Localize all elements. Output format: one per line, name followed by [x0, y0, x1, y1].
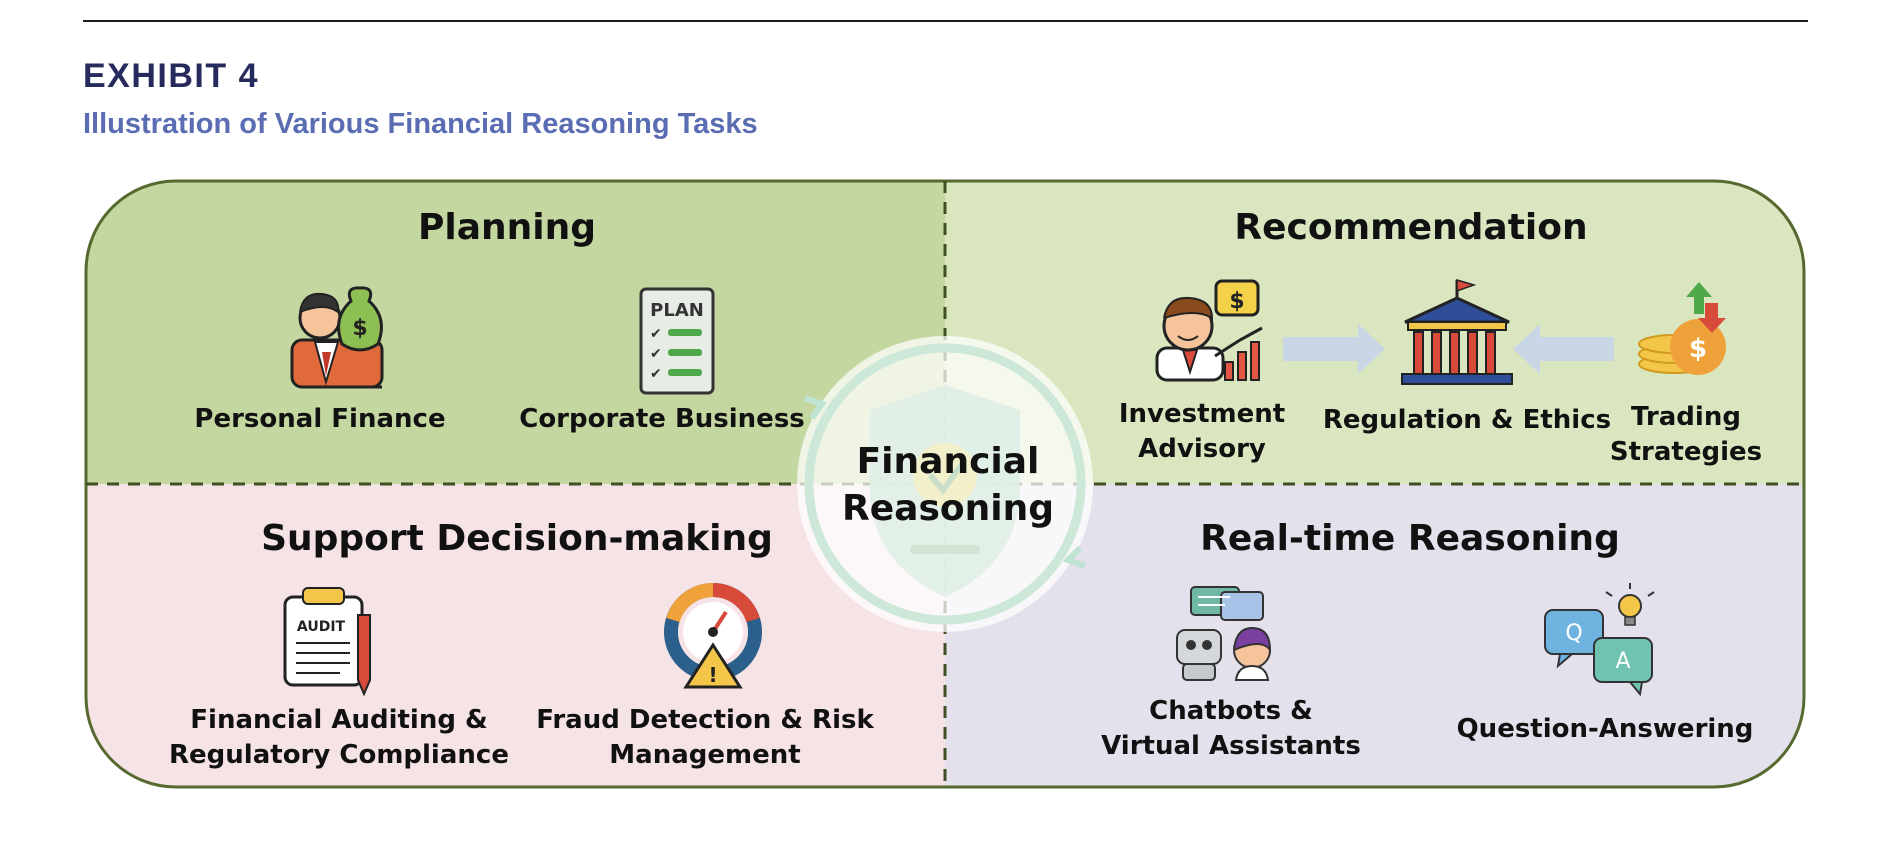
cycle-arrow-icon: [1062, 545, 1086, 569]
risk-gauge-warning-icon: !: [664, 583, 762, 689]
personal-finance-label: Personal Finance: [194, 404, 445, 434]
bank-building-icon: [1401, 278, 1513, 385]
chatbot-assistant-icon: [1176, 586, 1272, 681]
question-answering-label: Question-Answering: [1457, 714, 1754, 744]
plan-checklist-icon: PLAN ✔ ✔ ✔: [639, 287, 715, 395]
exhibit-subtitle: Illustration of Various Financial Reason…: [83, 108, 758, 140]
financial-auditing-label-line2: Regulatory Compliance: [169, 740, 509, 770]
recommendation-title: Recommendation: [1234, 207, 1587, 248]
fraud-detection-label-line1: Fraud Detection & Risk: [536, 705, 874, 735]
planning-title: Planning: [418, 207, 596, 248]
chatbots-label-line1: Chatbots &: [1149, 696, 1313, 726]
svg-text:A: A: [1615, 649, 1630, 674]
top-rule: [83, 20, 1808, 22]
support-decision-quadrant: [86, 484, 945, 787]
center-title-line2: Reasoning: [842, 488, 1054, 529]
trading-strategies-label-line1: Trading: [1631, 402, 1741, 432]
arrow-left-icon: [1513, 324, 1614, 374]
advisor-growth-chart-icon: $: [1155, 279, 1263, 382]
svg-text:!: !: [708, 663, 717, 687]
center-hub: Financial Reasoning: [797, 336, 1093, 632]
cycle-arrow-icon: [804, 395, 827, 420]
trading-strategies-label-line2: Strategies: [1610, 437, 1762, 467]
planning-quadrant: [86, 181, 945, 484]
financial-auditing-label-line1: Financial Auditing &: [190, 705, 487, 735]
fraud-detection-label-line2: Management: [609, 740, 800, 770]
svg-text:✔: ✔: [650, 346, 662, 362]
regulation-ethics-label: Regulation & Ethics: [1323, 405, 1611, 435]
arrow-right-icon: [1283, 324, 1385, 374]
svg-text:PLAN: PLAN: [650, 300, 704, 321]
svg-text:$: $: [1689, 334, 1707, 364]
exhibit-label: EXHIBIT 4: [83, 57, 259, 95]
svg-text:✔: ✔: [650, 366, 662, 382]
corporate-business-label: Corporate Business: [519, 404, 805, 434]
svg-text:$: $: [1229, 289, 1244, 314]
investment-advisory-label-line2: Advisory: [1138, 434, 1266, 464]
support-decision-title: Support Decision-making: [261, 518, 773, 559]
coins-arrows-icon: $: [1638, 282, 1726, 375]
svg-text:Q: Q: [1565, 621, 1582, 646]
investment-advisory-label-line1: Investment: [1119, 399, 1285, 429]
realtime-reasoning-title: Real-time Reasoning: [1200, 518, 1620, 559]
businessman-money-bag-icon: $: [290, 286, 384, 389]
svg-text:AUDIT: AUDIT: [297, 619, 346, 635]
svg-text:$: $: [352, 316, 367, 341]
audit-clipboard-icon: AUDIT: [283, 587, 371, 697]
realtime-reasoning-quadrant: [945, 484, 1804, 787]
center-title-line1: Financial: [857, 441, 1040, 482]
recommendation-quadrant: [945, 181, 1804, 484]
svg-text:✔: ✔: [650, 326, 662, 342]
qa-bubbles-icon: Q A: [1544, 583, 1655, 697]
chatbots-label-line2: Virtual Assistants: [1101, 731, 1361, 761]
